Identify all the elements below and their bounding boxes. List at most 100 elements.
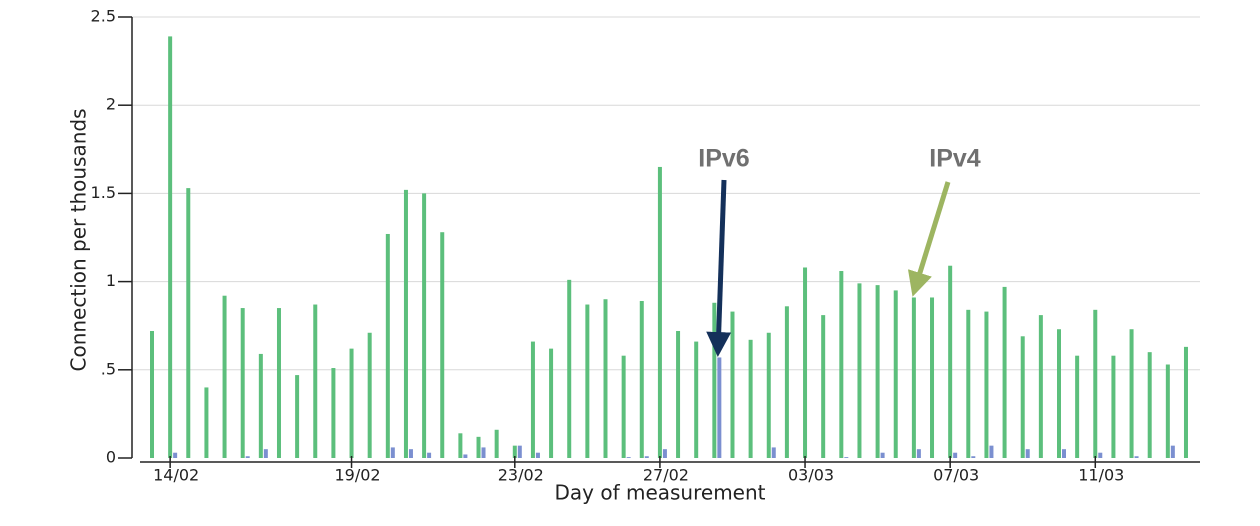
bar [258,353,263,458]
bar [644,456,649,458]
bar [385,233,390,458]
bar [657,166,662,458]
bar [390,447,395,458]
bar [989,445,994,458]
bar [916,449,921,458]
bar [1183,346,1188,458]
bar [1075,355,1080,458]
bar [857,283,862,458]
bar [1129,329,1134,458]
bar [549,348,554,458]
bar [662,449,667,458]
bar [911,297,916,458]
bar [844,457,849,458]
bar [1098,452,1103,458]
bar [494,429,499,458]
bar [730,311,735,458]
bar [676,330,681,458]
annotation: IPv4 [929,145,981,173]
bar [173,452,178,458]
bar [948,265,953,458]
bar [766,332,771,458]
bar [1147,352,1152,458]
bar [458,433,463,458]
bar [517,445,522,458]
bar [585,304,590,458]
bar [168,36,173,459]
bar [263,449,268,458]
bar [1062,449,1066,458]
x-axis-label: Day of measurement [554,481,765,505]
bar [313,304,318,458]
bar [331,368,336,458]
bar [893,290,898,458]
bar [748,339,753,458]
y-axis-label: Connection per thousands [67,109,91,372]
bar [966,309,971,458]
bar [245,456,250,458]
bar [784,306,789,458]
ipv4-arrow [907,181,951,297]
bar [481,447,486,458]
bar [621,355,626,458]
ipv6-arrow [706,179,732,357]
bar [821,315,826,458]
y-tick-label: 0 [106,448,116,467]
y-tick-label: .5 [101,359,116,378]
bar [694,341,699,458]
bar [1170,445,1175,458]
x-tick-label: 03/03 [788,466,834,485]
bar [1020,336,1025,458]
x-tick-label: 27/02 [643,466,689,485]
bar [771,447,776,458]
bar [150,330,154,458]
bar [1057,329,1061,458]
x-tick-label: 19/02 [334,466,380,485]
bar [603,299,608,458]
bar [408,449,413,458]
y-tick-label: 2.5 [91,7,116,26]
bar [930,297,935,458]
bar [403,189,408,458]
y-tick-label: 2 [106,95,116,114]
bar [422,193,427,458]
bar [803,267,808,458]
bar [530,341,535,458]
bar [186,188,191,458]
bar [717,357,722,458]
bar [880,452,885,458]
bar [535,452,540,458]
bar [712,302,717,458]
bar [875,285,880,458]
bar [971,456,976,458]
bar [222,295,227,458]
bar [276,308,281,458]
bar [626,457,631,458]
x-tick-label: 23/02 [498,466,544,485]
bar [567,279,572,458]
bar [427,452,432,458]
bar [1025,449,1030,458]
bar [1093,309,1098,458]
bar [204,387,209,458]
bar [1134,456,1139,458]
bar [1165,364,1170,458]
bar [295,375,300,458]
bar [349,348,354,458]
bar [984,311,989,458]
x-tick-label: 07/03 [933,466,979,485]
bar [953,452,958,458]
y-tick-label: 1 [106,271,116,290]
x-tick-label: 14/02 [153,466,199,485]
bar [639,301,644,458]
bar [512,445,517,458]
annotation: IPv6 [698,145,749,173]
bar [367,332,372,458]
bar [463,454,468,458]
y-tick-label: 1.5 [91,183,116,202]
x-tick-label: 11/03 [1078,466,1124,485]
bars [150,36,1188,459]
bar [839,271,844,458]
bar [1111,355,1116,458]
